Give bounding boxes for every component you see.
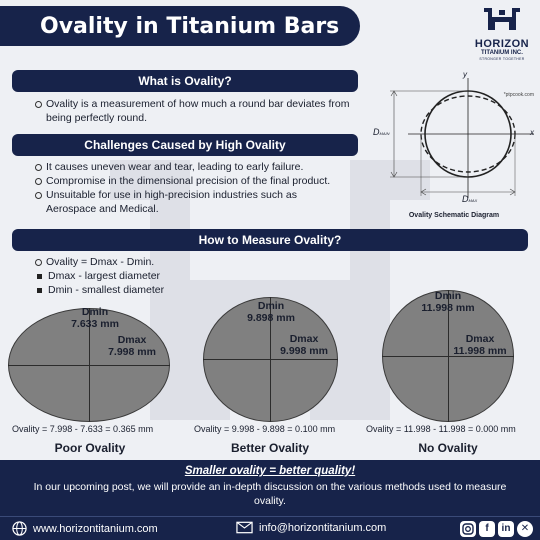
email-icon bbox=[236, 521, 253, 534]
ovality-rating: Poor Ovality bbox=[54, 441, 126, 455]
dmax-label: Dmax bbox=[289, 333, 319, 345]
website-text: www.horizontitanium.com bbox=[33, 522, 158, 535]
page-title: Ovality in Titanium Bars bbox=[40, 13, 340, 39]
footer-headline: Smaller ovality = better quality! bbox=[184, 465, 356, 477]
diagram-source: *ptpcook.com bbox=[503, 92, 534, 98]
ovality-rating: Better Ovality bbox=[230, 441, 310, 455]
watermark-logo bbox=[110, 160, 430, 420]
title-banner: Ovality in Titanium Bars bbox=[0, 6, 360, 46]
diagram-caption: Ovality Schematic Diagram bbox=[408, 212, 500, 219]
contact-bar: www.horizontitanium.com info@horizontita… bbox=[0, 516, 540, 540]
vertical-axis bbox=[270, 297, 271, 422]
footer-note: In our upcoming post, we will provide an… bbox=[33, 481, 507, 507]
dmax-sub: MAX bbox=[468, 198, 478, 203]
facebook-icon[interactable]: f bbox=[479, 521, 495, 537]
schematic-drawing bbox=[390, 78, 534, 198]
ovality-equation: Ovality = 7.998 - 7.633 = 0.365 mm bbox=[12, 424, 154, 434]
footer-banner: Smaller ovality = better quality! In our… bbox=[0, 460, 540, 516]
list-item: Ovality is a measurement of how much a r… bbox=[34, 97, 364, 125]
logo-mark-icon bbox=[484, 8, 520, 30]
dmax-annotation: Dmax 7.998 mm bbox=[100, 334, 164, 358]
email-link[interactable]: info@horizontitanium.com bbox=[236, 521, 386, 534]
dmin-annotation: Dmin 7.633 mm bbox=[60, 306, 130, 330]
challenges-list: It causes uneven wear and tear, leading … bbox=[34, 160, 364, 216]
dmax-annotation: Dmax 9.998 mm bbox=[272, 333, 336, 357]
instagram-icon[interactable] bbox=[460, 521, 476, 537]
list-item: It causes uneven wear and tear, leading … bbox=[34, 160, 364, 174]
ovality-equation: Ovality = 11.998 - 11.998 = 0.000 mm bbox=[366, 424, 516, 434]
website-link[interactable]: www.horizontitanium.com bbox=[12, 521, 158, 536]
sub-list-item: Dmin - smallest diameter bbox=[22, 283, 334, 297]
dmin-main: D bbox=[373, 127, 380, 137]
dmin-value: 11.998 mm bbox=[421, 302, 475, 314]
company-logo: HORIZON TITANIUM INC. STRONGER TOGETHER bbox=[470, 6, 534, 62]
list-item: Unsuitable for use in high-precision ind… bbox=[34, 188, 334, 216]
logo-name: HORIZON bbox=[474, 38, 530, 50]
x-icon[interactable]: ✕ bbox=[517, 521, 533, 537]
how-to-measure-list: Ovality = Dmax - Dmin. Dmax - largest di… bbox=[34, 255, 334, 297]
sub-list-item: Dmax - largest diameter bbox=[22, 269, 334, 283]
x-axis-label: x bbox=[530, 128, 534, 137]
what-is-ovality-heading: What is Ovality? bbox=[12, 70, 358, 92]
dmin-label: Dmin bbox=[257, 300, 285, 312]
dmax-value: 7.998 mm bbox=[108, 346, 156, 358]
dmin-value: 7.633 mm bbox=[71, 318, 119, 330]
dmin-value: 9.898 mm bbox=[247, 312, 295, 324]
formula-item: Ovality = Dmax - Dmin. bbox=[34, 255, 334, 269]
dmin-label: Dmin bbox=[81, 306, 109, 318]
dmin-label: DMAIN bbox=[373, 127, 390, 137]
dmax-value: 11.998 mm bbox=[453, 345, 507, 357]
section-heading: Challenges Caused by High Ovality bbox=[84, 138, 286, 152]
how-to-measure-heading: How to Measure Ovality? bbox=[12, 229, 528, 251]
dmax-main: D bbox=[462, 194, 469, 204]
logo-subtitle: TITANIUM INC. bbox=[481, 50, 523, 56]
dmax-label: Dmax bbox=[465, 333, 495, 345]
dmin-label: Dmin bbox=[434, 290, 462, 302]
vertical-axis bbox=[89, 308, 90, 422]
dmax-label: Dmax bbox=[117, 334, 147, 346]
challenges-heading: Challenges Caused by High Ovality bbox=[12, 134, 358, 156]
what-is-ovality-list: Ovality is a measurement of how much a r… bbox=[34, 97, 364, 125]
y-axis-label: y bbox=[463, 70, 467, 79]
ovality-rating: No Ovality bbox=[418, 441, 478, 455]
dmax-annotation: Dmax 11.998 mm bbox=[448, 333, 512, 357]
dmin-sub: MAIN bbox=[379, 131, 390, 136]
dmin-annotation: Dmin 11.998 mm bbox=[412, 290, 484, 314]
vertical-axis bbox=[448, 290, 449, 422]
list-item: Compromise in the dimensional precision … bbox=[34, 174, 364, 188]
ovality-schematic-diagram: *ptpcook.com y x DMAIN DMAX Ovality Sche… bbox=[368, 70, 540, 230]
section-heading: What is Ovality? bbox=[138, 74, 232, 88]
dmax-value: 9.998 mm bbox=[280, 345, 328, 357]
section-heading: How to Measure Ovality? bbox=[198, 233, 342, 247]
linkedin-icon[interactable]: in bbox=[498, 521, 514, 537]
dmin-annotation: Dmin 9.898 mm bbox=[236, 300, 306, 324]
logo-tagline: STRONGER TOGETHER bbox=[479, 57, 525, 61]
dmax-label: DMAX bbox=[462, 194, 477, 204]
ovality-equation: Ovality = 9.998 - 9.898 = 0.100 mm bbox=[194, 424, 336, 434]
email-text: info@horizontitanium.com bbox=[259, 521, 387, 534]
globe-icon bbox=[12, 521, 27, 536]
